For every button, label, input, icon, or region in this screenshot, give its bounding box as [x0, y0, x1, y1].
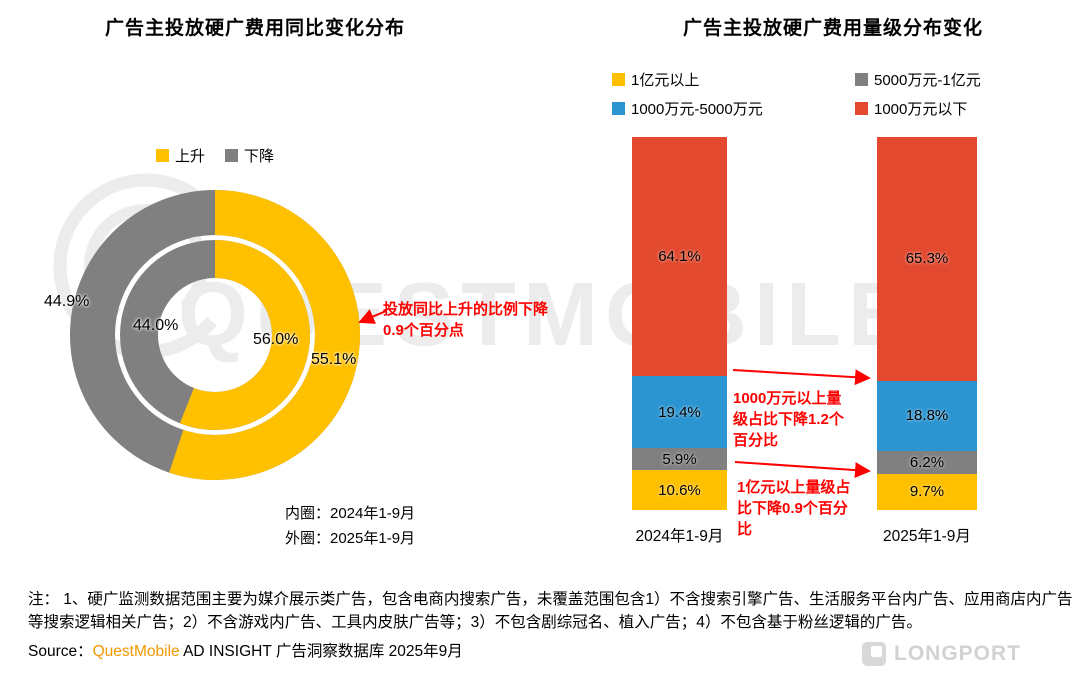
source-brand: QuestMobile — [92, 642, 180, 660]
legend-label: 1000万元-5000万元 — [631, 101, 763, 118]
legend-item: 上升 — [155, 145, 205, 166]
trend-arrow-icon — [734, 461, 871, 479]
donut-annotation: 投放同比上升的比例下降0.9个百分点 — [383, 301, 549, 339]
longport-logo: LONGPORT — [862, 642, 1021, 666]
legend-swatch-icon — [855, 73, 868, 86]
longport-logo-text: LONGPORT — [894, 642, 1021, 665]
bar-segment-value: 18.8% — [905, 407, 949, 425]
legend-label: 上升 — [174, 148, 205, 165]
bar-segment-value: 65.3% — [905, 250, 949, 268]
bar-category-label: 2025年1-9月 — [883, 528, 971, 545]
bar-segment-value: 6.2% — [909, 453, 945, 471]
inner-ring-caption: 内圈：2024年1-9月 — [285, 505, 416, 522]
longport-logo-icon — [862, 642, 886, 666]
legend-swatch-icon — [855, 102, 868, 115]
source-prefix: Source： — [28, 642, 93, 660]
footnotes: 注： 1、硬广监测数据范围主要为媒介展示类广告，包含电商内搜索广告，未覆盖范围包… — [28, 591, 1073, 632]
outer-ring-caption: 外圈：2025年1-9月 — [285, 530, 416, 547]
donut-chart — [65, 185, 365, 485]
bar-segment: 64.1% — [632, 137, 727, 377]
outer-ring-fall-label: 44.9% — [44, 293, 90, 310]
source-rest: AD INSIGHT 广告洞察数据库 2025年9月 — [179, 642, 463, 660]
bar-segment-value: 19.4% — [658, 403, 701, 421]
donut-chart-title: 广告主投放硬广费用同比变化分布 — [104, 18, 405, 39]
bar-annotation-2: 1亿元以上量级占比下降0.9个百分比 — [737, 479, 851, 538]
bar-category-label: 2024年1-9月 — [635, 528, 724, 545]
bar-segment: 6.2% — [877, 450, 977, 474]
legend-item: 下降 — [225, 145, 274, 166]
stacked-bar-chart: 1000万元以上量级占比下降1.2个百分比 1亿元以上量级占比下降0.9个百分比… — [570, 130, 1087, 570]
legend-label: 1亿元以上 — [631, 72, 700, 89]
bar-legend: 1亿元以上 5000万元-1亿元 1000万元-5000万元 1000万元以下 — [612, 69, 981, 119]
bar-segment-value: 9.7% — [909, 483, 945, 501]
bar-segment: 9.7% — [877, 473, 977, 510]
legend-swatch-icon — [225, 149, 238, 162]
legend-swatch-icon — [612, 73, 625, 86]
inner-ring-fall-label: 44.0% — [133, 317, 179, 334]
bar-segment: 10.6% — [632, 470, 727, 510]
donut-annotation-arrow-icon — [358, 309, 387, 324]
legend-item: 1000万元以下 — [855, 98, 981, 119]
bar-segment-value: 5.9% — [662, 450, 697, 468]
bar-segment: 18.8% — [877, 380, 977, 451]
bar-segment: 5.9% — [632, 448, 727, 471]
source-line: Source：QuestMobile AD INSIGHT 广告洞察数据库 20… — [28, 639, 1074, 661]
legend-swatch-icon — [155, 149, 169, 162]
footer: 注： 1、硬广监测数据范围主要为媒介展示类广告，包含电商内搜索广告，未覆盖范围包… — [28, 588, 1074, 661]
donut-rings — [70, 190, 360, 480]
legend-item: 5000万元-1亿元 — [855, 69, 981, 90]
legend-swatch-icon — [612, 102, 625, 115]
outer-ring-rise-label: 55.1% — [311, 351, 357, 368]
bar-annotation-1: 1000万元以上量级占比下降1.2个百分比 — [733, 390, 844, 449]
legend-item: 1亿元以上 — [612, 69, 855, 90]
inner-ring-rise-label: 56.0% — [253, 331, 299, 348]
donut-legend: 上升 下降 — [65, 145, 365, 166]
bar-segment: 65.3% — [877, 137, 977, 381]
legend-label: 5000万元-1亿元 — [874, 72, 981, 89]
legend-label: 1000万元以下 — [874, 101, 968, 118]
trend-arrow-icon — [732, 369, 871, 386]
legend-item: 1000万元-5000万元 — [612, 98, 855, 119]
bar-segment: 19.4% — [632, 376, 727, 449]
bar-segment-value: 64.1% — [658, 248, 701, 266]
bar-chart-title: 广告主投放硬广费用量级分布变化 — [682, 18, 983, 39]
legend-label: 下降 — [244, 148, 275, 165]
bar-segment-value: 10.6% — [658, 481, 701, 499]
